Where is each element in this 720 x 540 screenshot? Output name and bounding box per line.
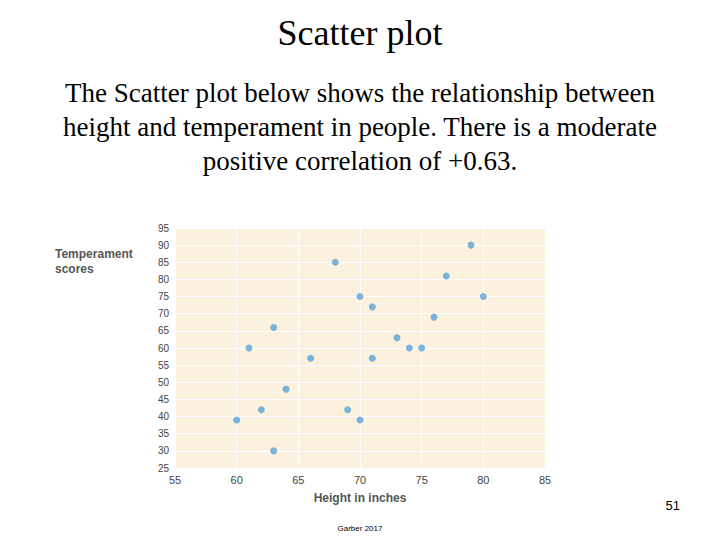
svg-text:70: 70 bbox=[354, 474, 366, 486]
svg-text:scores: scores bbox=[55, 262, 94, 276]
svg-text:85: 85 bbox=[539, 474, 551, 486]
svg-text:90: 90 bbox=[158, 240, 170, 251]
html-text:51: 51 bbox=[665, 498, 680, 513]
svg-text:50: 50 bbox=[158, 377, 170, 388]
svg-text:80: 80 bbox=[477, 474, 489, 486]
svg-text:Height in inches: Height in inches bbox=[314, 491, 407, 505]
svg-text:Temperament: Temperament bbox=[55, 247, 136, 261]
svg-text:85: 85 bbox=[158, 257, 170, 268]
svg-text:95: 95 bbox=[158, 223, 170, 234]
svg-text:65: 65 bbox=[158, 325, 170, 336]
svg-text:60: 60 bbox=[231, 474, 243, 486]
svg-text:55: 55 bbox=[158, 360, 170, 371]
svg-text:65: 65 bbox=[292, 474, 304, 486]
html-text:Garber 2017: Garber 2017 bbox=[337, 524, 383, 533]
svg-text:55: 55 bbox=[169, 474, 181, 486]
svg-text:30: 30 bbox=[158, 445, 170, 456]
svg-text:60: 60 bbox=[158, 343, 170, 354]
svg-text:80: 80 bbox=[158, 274, 170, 285]
svg-text:35: 35 bbox=[158, 428, 170, 439]
svg-text:75: 75 bbox=[416, 474, 428, 486]
html-text:The Scatter plot below shows t: The Scatter plot below shows the relatio… bbox=[63, 78, 657, 176]
svg-text:40: 40 bbox=[158, 411, 170, 422]
svg-text:25: 25 bbox=[158, 463, 170, 474]
svg-text:70: 70 bbox=[158, 308, 170, 319]
svg-text:75: 75 bbox=[158, 291, 170, 302]
svg-text:45: 45 bbox=[158, 394, 170, 405]
html-text:Scatter plot: Scatter plot bbox=[277, 13, 443, 53]
